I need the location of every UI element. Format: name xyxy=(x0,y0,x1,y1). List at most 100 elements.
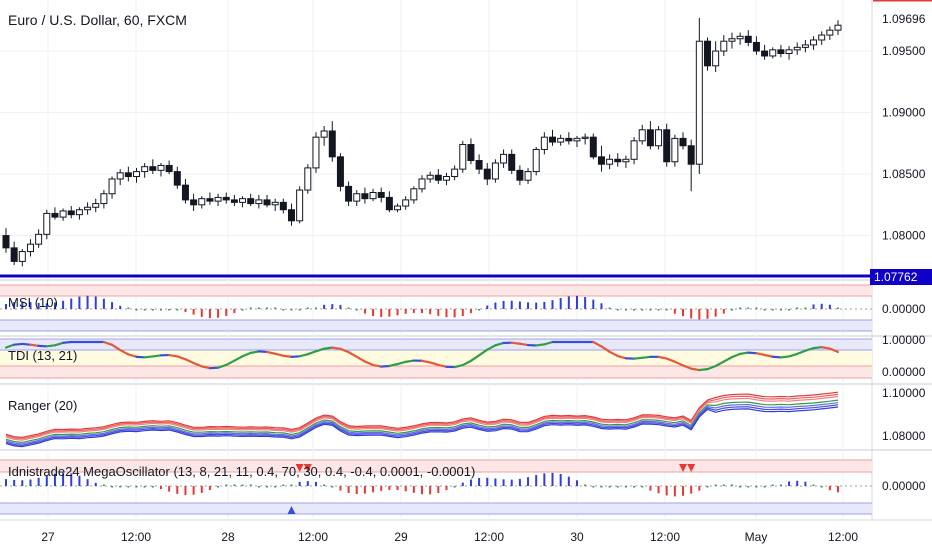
mega-bar xyxy=(233,484,236,486)
tdi-line-segment xyxy=(396,360,407,366)
ranger-band-line xyxy=(5,395,839,441)
candle-up xyxy=(410,188,418,201)
msi-bar xyxy=(608,307,611,309)
tdi-line-segment xyxy=(632,356,644,360)
megaoscillator-pane-title[interactable]: Idnistrade24 MegaOscillator (13, 8, 21, … xyxy=(8,464,476,479)
tdi-line-segment xyxy=(796,349,807,356)
msi-bar xyxy=(62,300,65,309)
candle-up xyxy=(116,172,124,180)
msi-bar xyxy=(461,309,464,316)
tdi-line-segment xyxy=(200,365,212,370)
msi-pane-title[interactable]: MSI (10) xyxy=(8,295,58,310)
tdi-line-segment xyxy=(355,355,367,363)
tdi-pane-title[interactable]: TDI (13, 21) xyxy=(8,348,78,363)
tdi-line-segment xyxy=(690,367,701,372)
msi-bar xyxy=(21,301,24,309)
mega-bar xyxy=(323,484,326,486)
tdi-line-segment xyxy=(127,353,138,358)
candle-up xyxy=(818,34,826,41)
candle-up xyxy=(198,198,206,206)
mega-bar xyxy=(494,478,497,486)
candle-up xyxy=(255,199,263,205)
msi-tick-label: 0.00000 xyxy=(882,302,926,316)
mega-bar xyxy=(111,486,114,488)
candle-down xyxy=(597,156,605,165)
mega-bar xyxy=(45,475,48,486)
tdi-line-segment xyxy=(469,354,481,362)
mega-bar xyxy=(429,486,432,495)
msi-bar xyxy=(306,307,309,309)
mega-bar xyxy=(421,486,423,495)
candle-up xyxy=(353,193,361,202)
candle-up xyxy=(451,168,459,178)
msi-bar xyxy=(788,309,791,311)
candle-up xyxy=(108,178,116,195)
tdi-upper-band xyxy=(0,339,872,350)
msi-bar xyxy=(168,309,171,311)
msi-bar xyxy=(274,307,277,309)
time-tick-label: May xyxy=(745,530,768,544)
msi-bar xyxy=(102,298,105,309)
tdi-line-segment xyxy=(265,350,277,355)
ranger-pane-title[interactable]: Ranger (20) xyxy=(8,398,78,413)
msi-bar xyxy=(575,295,578,309)
mega-bar xyxy=(698,486,701,491)
candle-up xyxy=(402,199,410,207)
candle-down xyxy=(646,129,654,147)
msi-bar xyxy=(314,307,317,309)
msi-bar xyxy=(192,309,195,315)
mega-bar xyxy=(388,486,391,490)
tdi-line-segment xyxy=(347,351,358,358)
tdi-line-segment xyxy=(241,351,252,358)
candle-up xyxy=(581,136,589,139)
candle-up xyxy=(834,24,842,31)
mega-bar xyxy=(779,484,782,486)
mega-bar xyxy=(812,484,815,486)
mega-bar xyxy=(62,472,65,486)
msi-bar xyxy=(29,302,32,309)
candle-down xyxy=(508,153,516,171)
tdi-line-segment xyxy=(45,344,57,348)
tdi-line-segment xyxy=(4,343,16,349)
msi-bar xyxy=(657,309,660,311)
tdi-line-segment xyxy=(722,356,734,363)
msi-bar xyxy=(404,309,407,314)
mega-bar xyxy=(567,476,570,486)
msi-bar xyxy=(282,309,285,311)
candle-up xyxy=(810,39,818,46)
msi-bar xyxy=(249,307,252,309)
tdi-line-segment xyxy=(698,368,709,372)
msi-bar xyxy=(616,309,619,311)
candle-down xyxy=(377,192,385,198)
tdi-line-segment xyxy=(510,341,521,345)
tdi-line-segment xyxy=(363,360,375,367)
tdi-line-segment xyxy=(828,347,840,354)
mega-bar xyxy=(633,486,636,488)
mega-bar xyxy=(13,479,16,486)
candle-down xyxy=(206,198,214,202)
mega-bar xyxy=(445,486,448,491)
mega-bar xyxy=(241,484,244,486)
tdi-line-segment xyxy=(543,340,554,346)
mega-bar xyxy=(730,484,733,486)
tdi-line-segment xyxy=(763,353,774,358)
msi-bar xyxy=(331,304,334,309)
tdi-line-segment xyxy=(110,343,122,352)
msi-bar xyxy=(13,302,16,309)
msi-bar xyxy=(37,302,40,309)
mega-bar xyxy=(151,486,154,488)
mega-bar xyxy=(575,480,578,486)
tdi-line-segment xyxy=(755,352,766,357)
msi-bar xyxy=(347,307,350,309)
tdi-line-segment xyxy=(706,364,717,371)
candle-up xyxy=(524,171,532,181)
msi-bar xyxy=(94,296,97,309)
mega-bar xyxy=(314,481,317,486)
tdi-mid-band xyxy=(0,350,872,366)
msi-bar xyxy=(690,309,693,319)
mega-bar xyxy=(706,486,709,488)
time-tick-label: 12:00 xyxy=(298,530,328,544)
candle-up xyxy=(459,144,467,170)
